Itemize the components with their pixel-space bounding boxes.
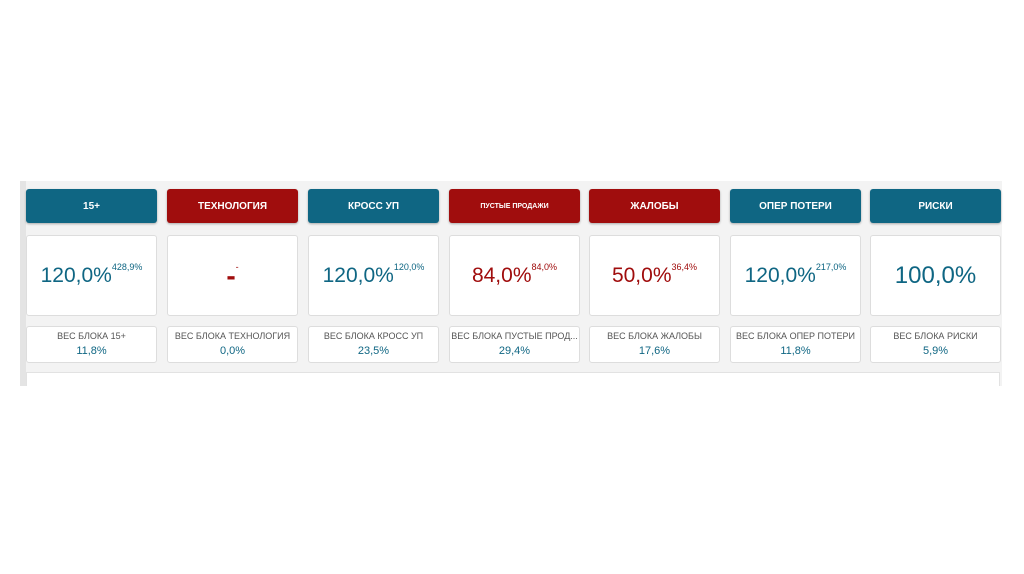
weight-value: 29,4% — [498, 345, 531, 357]
secondary-value: 428,9% — [111, 262, 143, 272]
value-box: 50,0% 36,4% — [589, 235, 720, 316]
weight-label: ВЕС БЛОКА ТЕХНОЛОГИЯ — [174, 331, 291, 341]
value-box: 120,0% 120,0% — [308, 235, 439, 316]
kpi-card: ЖАЛОБЫ 50,0% 36,4% ВЕС БЛОКА ЖАЛОБЫ 17,6% — [589, 189, 720, 363]
card-header: КРОСС УП — [308, 189, 439, 223]
weight-value: 17,6% — [638, 345, 671, 357]
kpi-card: ОПЕР ПОТЕРИ 120,0% 217,0% ВЕС БЛОКА ОПЕР ПО… — [730, 189, 861, 363]
main-value: 100,0% — [894, 261, 977, 289]
weight-value: 11,8% — [780, 345, 811, 357]
main-value: 120,0% — [744, 263, 816, 287]
weight-box: ВЕС БЛОКА КРОСС УП 23,5% — [308, 326, 439, 363]
weight-value: 0,0% — [219, 345, 246, 357]
secondary-value: 84,0% — [531, 262, 558, 272]
secondary-value: 217,0% — [815, 262, 847, 272]
weight-value: 11,8% — [76, 345, 107, 357]
value-box: -- — [167, 235, 298, 316]
main-value: 120,0% — [40, 263, 112, 287]
kpi-card: ТЕХНОЛОГИЯ - - ВЕС БЛОКА ТЕХНОЛОГИЯ 0,0% — [167, 189, 298, 363]
weight-value: 5,9% — [922, 345, 949, 357]
card-header: ТЕХНОЛОГИЯ — [167, 189, 298, 223]
weight-box: ВЕС БЛОКА РИСКИ 5,9% — [870, 326, 1001, 363]
weight-box: ВЕС БЛОКА ПУСТЫЕ ПРОД... 29,4% — [449, 326, 580, 363]
main-value: 50,0% — [611, 263, 672, 287]
card-header: ЖАЛОБЫ — [589, 189, 720, 223]
weight-label: ВЕС БЛОКА 15+ — [57, 331, 126, 341]
kpi-card: 15+ 120,0% 428,9% ВЕС БЛОКА 15+ 11,8% — [26, 189, 157, 363]
panel-footer — [26, 372, 1000, 386]
main-value: 84,0% — [471, 263, 532, 287]
value-box: 120,0% 217,0% — [730, 235, 861, 316]
weight-box: ВЕС БЛОКА ЖАЛОБЫ 17,6% — [589, 326, 720, 363]
value-box: 120,0% 428,9% — [26, 235, 157, 316]
value-box: 84,0% 84,0% — [449, 235, 580, 316]
weight-value: 23,5% — [357, 345, 390, 357]
kpi-card: РИСКИ 100,0% ВЕС БЛОКА РИСКИ 5,9% — [870, 189, 1001, 363]
weight-box: ВЕС БЛОКА ОПЕР ПОТЕРИ 11,8% — [730, 326, 861, 363]
main-value: 120,0% — [322, 263, 394, 287]
card-header: ОПЕР ПОТЕРИ — [730, 189, 861, 223]
card-header: 15+ — [26, 189, 157, 223]
weight-label: ВЕС БЛОКА ПУСТЫЕ ПРОД... — [451, 331, 578, 341]
secondary-value: 120,0% — [393, 262, 425, 272]
card-header: РИСКИ — [870, 189, 1001, 223]
weight-label: ВЕС БЛОКА КРОСС УП — [323, 331, 424, 341]
kpi-card: ПУСТЫЕ ПРОДАЖИ 84,0% 84,0% ВЕС БЛОКА ПУСТЫЕ… — [449, 189, 580, 363]
weight-box: ВЕС БЛОКА 15+ 11,8% — [26, 326, 157, 363]
weight-box: ВЕС БЛОКА ТЕХНОЛОГИЯ 0,0% — [167, 326, 298, 363]
weight-label: ВЕС БЛОКА ЖАЛОБЫ — [607, 331, 702, 341]
secondary-value: 36,4% — [671, 262, 698, 272]
value-box: 100,0% — [870, 235, 1001, 316]
main-value: - — [226, 259, 236, 291]
card-header: ПУСТЫЕ ПРОДАЖИ — [449, 189, 580, 223]
weight-label: ВЕС БЛОКА РИСКИ — [893, 331, 978, 341]
secondary-value: - — [235, 262, 239, 272]
weight-label: ВЕС БЛОКА ОПЕР ПОТЕРИ — [736, 331, 855, 341]
kpi-card: КРОСС УП 120,0% 120,0% ВЕС БЛОКА КРОСС УП 23… — [308, 189, 439, 363]
